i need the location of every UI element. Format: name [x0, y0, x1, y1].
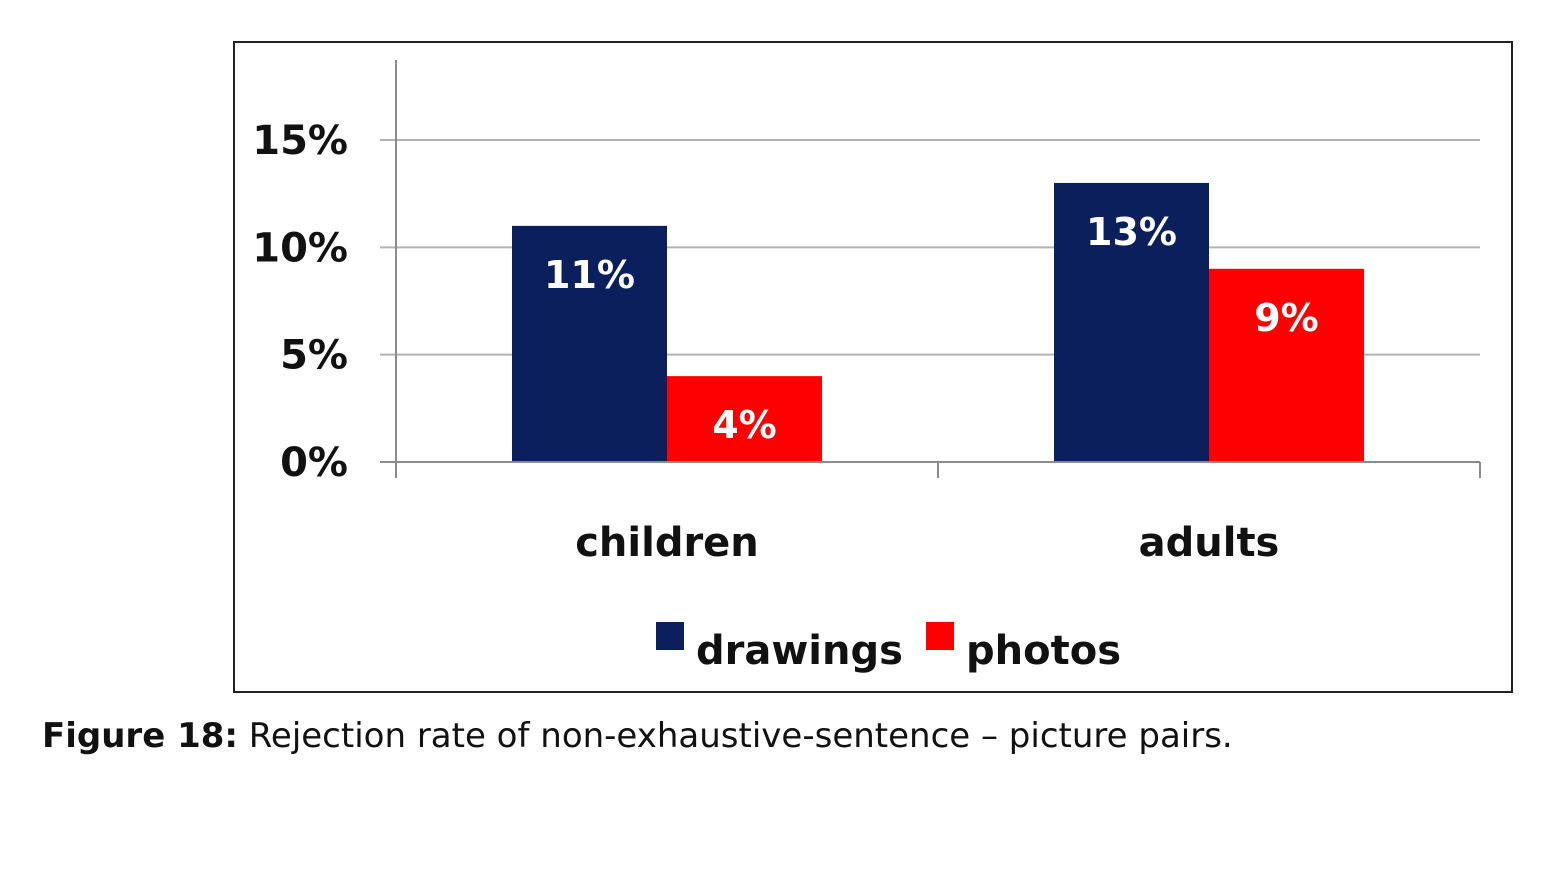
figure-caption: Figure 18: Rejection rate of non-exhaust… [42, 716, 1233, 756]
data-label-drawings-adults: 13% [1086, 210, 1177, 254]
legend-label-drawings: drawings [696, 628, 903, 674]
y-tick-label: 15% [252, 118, 348, 164]
y-tick-label: 0% [280, 440, 348, 486]
data-label-photos-adults: 9% [1254, 296, 1319, 340]
bars [512, 182, 1364, 462]
bar-photos-adults [1209, 268, 1364, 462]
y-tick-label: 5% [280, 333, 348, 379]
figure-caption-label: Figure 18: [42, 716, 238, 756]
data-label-drawings-children: 11% [544, 253, 635, 297]
category-label-children: children [575, 520, 759, 566]
category-label-adults: adults [1139, 520, 1280, 566]
legend-label-photos: photos [966, 628, 1121, 674]
labels: 0% 5% 10% 15% 11% 4% children 13% 9% adults [252, 118, 1319, 566]
figure-caption-text: Rejection rate of non-exhaustive-sentenc… [238, 716, 1233, 756]
bar-photos-children [667, 376, 822, 462]
y-tick-label: 10% [252, 225, 348, 271]
bar-drawings-adults [1054, 182, 1209, 462]
bar-drawings-children [512, 225, 667, 462]
axes [380, 60, 1481, 478]
legend: drawings photos [656, 622, 1121, 674]
legend-swatch-photos [926, 622, 954, 650]
legend-swatch-drawings [656, 622, 684, 650]
data-label-photos-children: 4% [712, 403, 777, 447]
